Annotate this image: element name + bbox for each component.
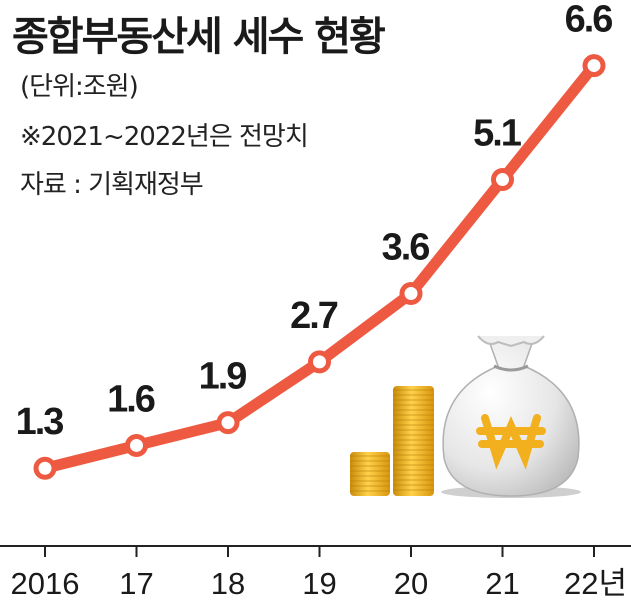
data-label: 1.3	[16, 401, 64, 443]
x-tick-label: 18	[211, 566, 245, 601]
data-label: 1.6	[107, 378, 155, 420]
data-point	[582, 54, 606, 78]
chart-title: 종합부동산세 세수 현황	[12, 14, 386, 60]
data-point	[491, 168, 514, 192]
x-tick-label: 20	[394, 566, 428, 601]
data-label: 1.9	[199, 356, 247, 398]
unit-note: (단위:조원)	[20, 72, 139, 102]
data-point	[33, 456, 57, 480]
won-sign-icon	[476, 414, 546, 470]
data-label: 5.1	[473, 113, 522, 155]
data-point	[125, 433, 148, 457]
x-tick-label: 21	[485, 566, 519, 601]
data-point	[216, 411, 240, 435]
x-tick-label: 2016	[11, 566, 80, 601]
data-label: 2.7	[290, 295, 338, 337]
forecast-note: ※2021~2022년은 전망치	[20, 122, 309, 152]
x-tick-label: 19	[302, 566, 336, 601]
data-point	[399, 282, 423, 305]
x-tick-label: 22년	[564, 566, 627, 601]
money-bag-won-icon	[441, 335, 581, 498]
data-label: 6.6	[565, 0, 613, 41]
data-point	[308, 350, 331, 374]
source-note: 자료 : 기획재정부	[20, 170, 204, 200]
data-label: 3.6	[382, 227, 430, 269]
x-tick-label: 17	[119, 566, 153, 601]
coin-stack-icon	[350, 386, 434, 496]
